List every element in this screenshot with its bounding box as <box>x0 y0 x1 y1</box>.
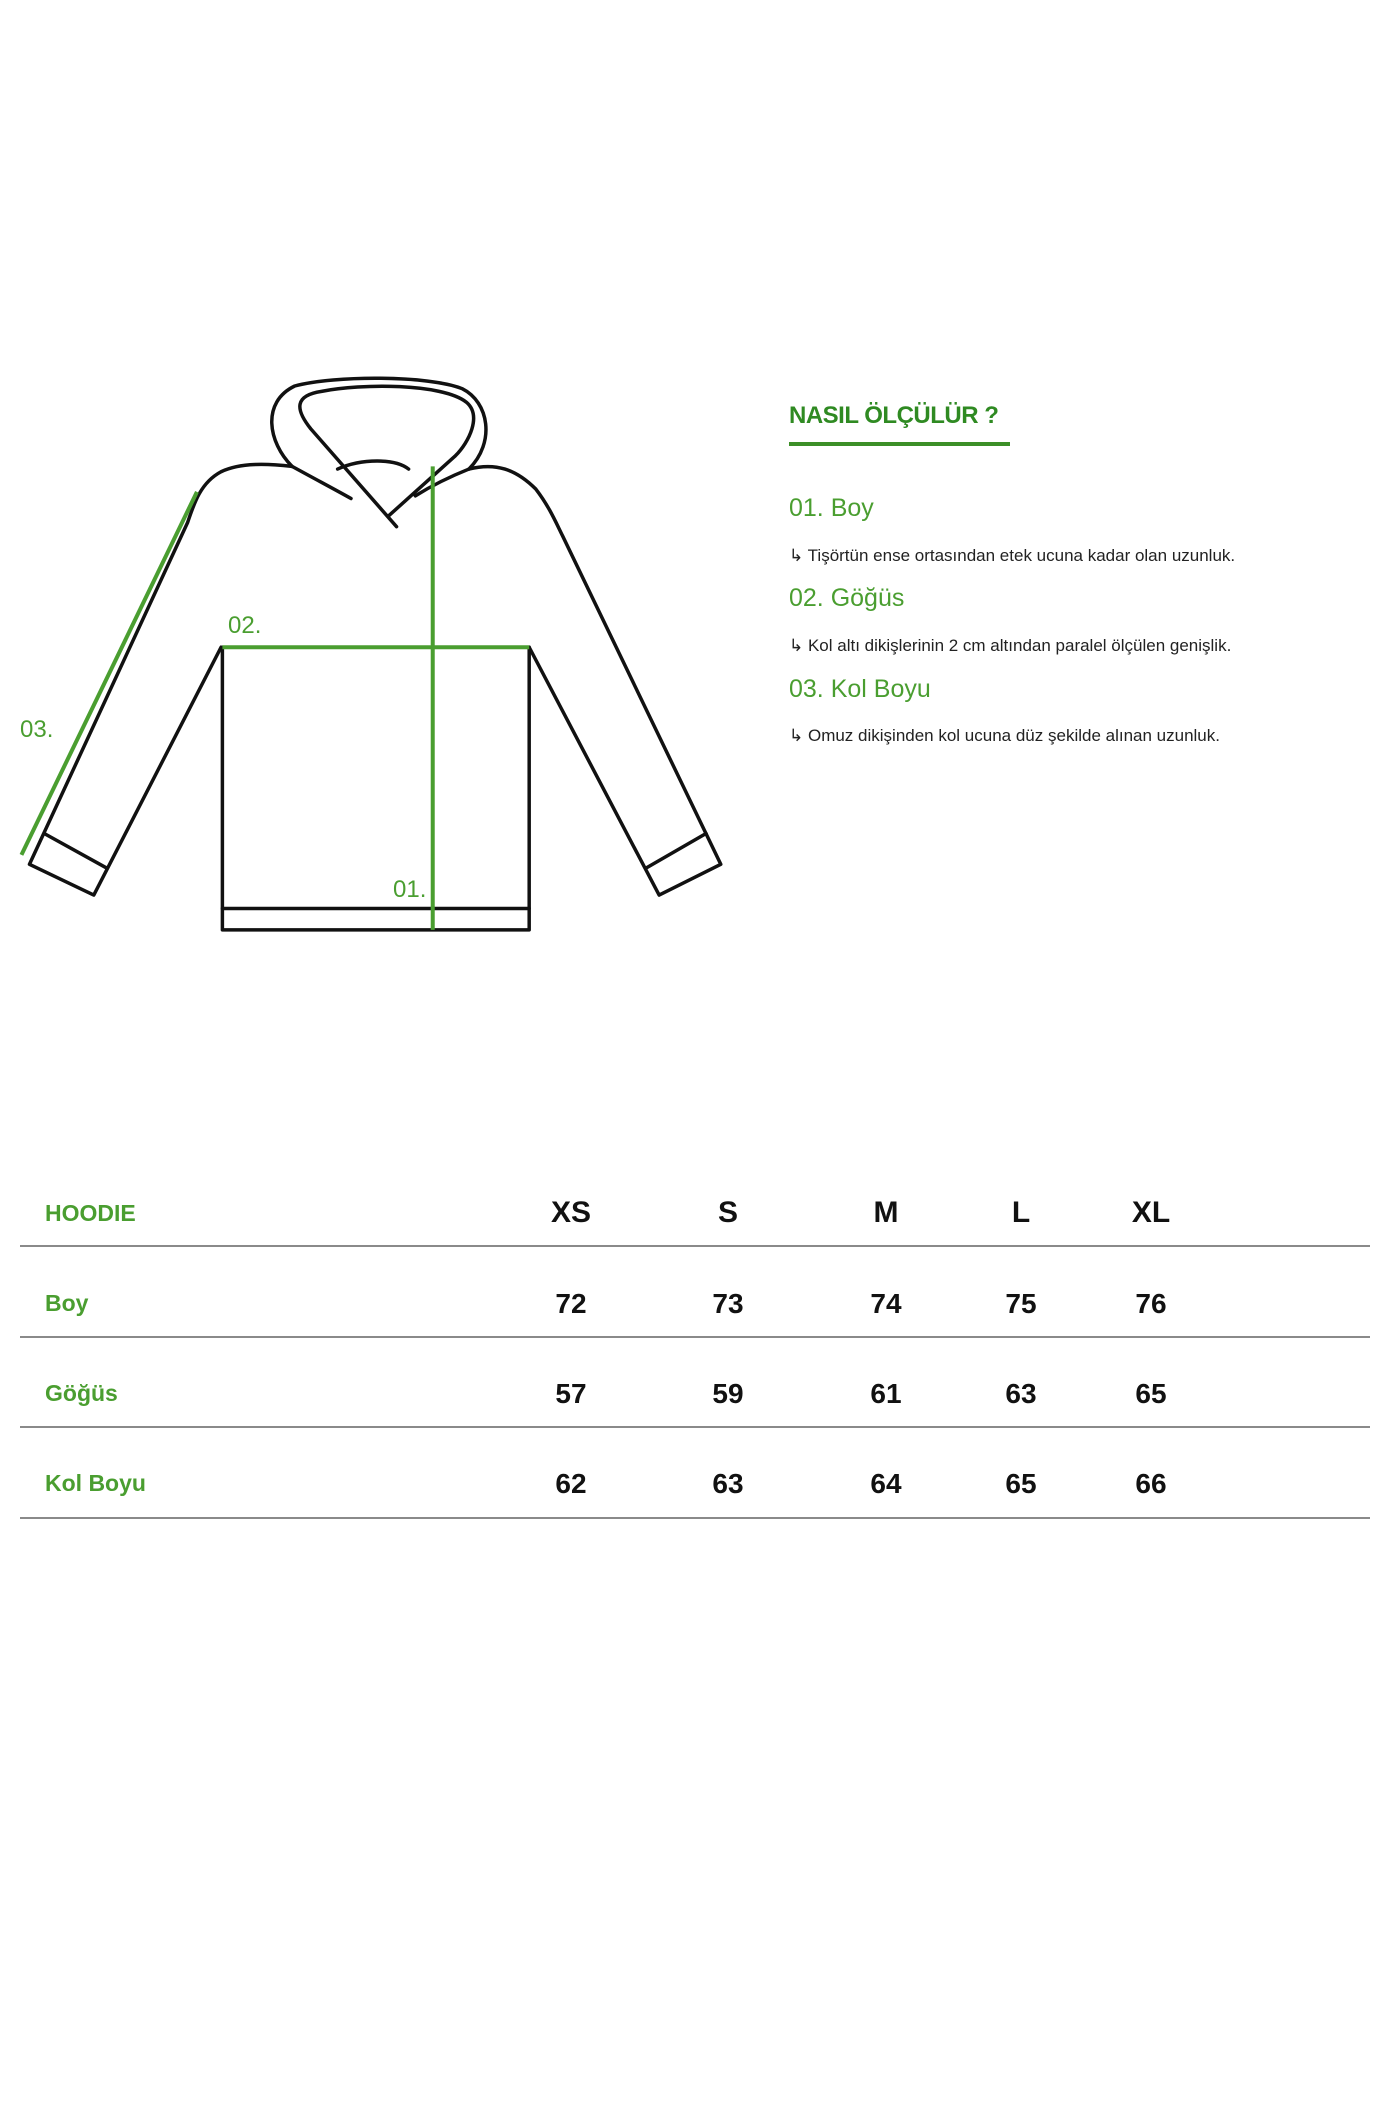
cell: 61 <box>870 1378 902 1409</box>
cell: 65 <box>1135 1378 1167 1409</box>
cell: 72 <box>555 1288 587 1319</box>
size-header-m: M <box>873 1196 899 1229</box>
divider <box>20 1517 1370 1519</box>
cell: 75 <box>1005 1288 1037 1319</box>
row-label: Kol Boyu <box>45 1470 146 1496</box>
cell: 57 <box>555 1378 587 1409</box>
cell: 73 <box>712 1288 744 1319</box>
table-title: HOODIE <box>45 1200 136 1226</box>
cell: 65 <box>1005 1468 1037 1499</box>
divider <box>20 1245 1370 1247</box>
hood-outline <box>270 376 488 471</box>
divider <box>20 1336 1370 1338</box>
step-description-boy: ↳ Tişörtün ense ortasından etek ucuna ka… <box>789 546 1236 565</box>
label-gogus: 02. <box>228 612 262 639</box>
hoodie-body-right <box>467 464 723 897</box>
size-header-xl: XL <box>1131 1196 1171 1229</box>
cell: 66 <box>1135 1468 1167 1499</box>
size-header-xs: XS <box>550 1196 592 1229</box>
label-boy: 01. <box>393 876 427 903</box>
left-cuff-line <box>42 831 109 871</box>
hoodie-body-left <box>27 462 294 897</box>
row-label: Boy <box>45 1290 89 1316</box>
size-header-s: S <box>717 1196 739 1229</box>
guide-title: NASIL ÖLÇÜLÜR ? <box>789 402 999 429</box>
measure-line-kol-boyu <box>19 490 199 856</box>
cell: 63 <box>712 1468 744 1499</box>
cell: 64 <box>870 1468 902 1499</box>
divider <box>20 1426 1370 1428</box>
neckline <box>335 459 411 471</box>
guide-title-underline <box>789 442 1010 446</box>
cell: 63 <box>1005 1378 1037 1409</box>
step-description-gogus: ↳ Kol altı dikişlerinin 2 cm altından pa… <box>789 636 1232 655</box>
cell: 59 <box>712 1378 744 1409</box>
cell: 76 <box>1135 1288 1167 1319</box>
hood-inner <box>298 384 476 529</box>
right-cuff-line <box>644 831 708 871</box>
step-heading-gogus: 02. Göğüs <box>789 584 905 612</box>
neck-flap-right <box>413 467 471 498</box>
cell: 74 <box>870 1288 902 1319</box>
step-heading-boy: 01. Boy <box>789 494 874 522</box>
row-label: Göğüs <box>45 1380 118 1406</box>
step-heading-kol-boyu: 03. Kol Boyu <box>789 675 931 703</box>
torso <box>220 645 531 932</box>
size-header-l: L <box>1011 1196 1031 1229</box>
cell: 62 <box>555 1468 587 1499</box>
step-description-kol-boyu: ↳ Omuz dikişinden kol ucuna düz şekilde … <box>789 726 1220 745</box>
neck-flap-left <box>290 464 353 501</box>
label-kol-boyu: 03. <box>20 716 54 743</box>
